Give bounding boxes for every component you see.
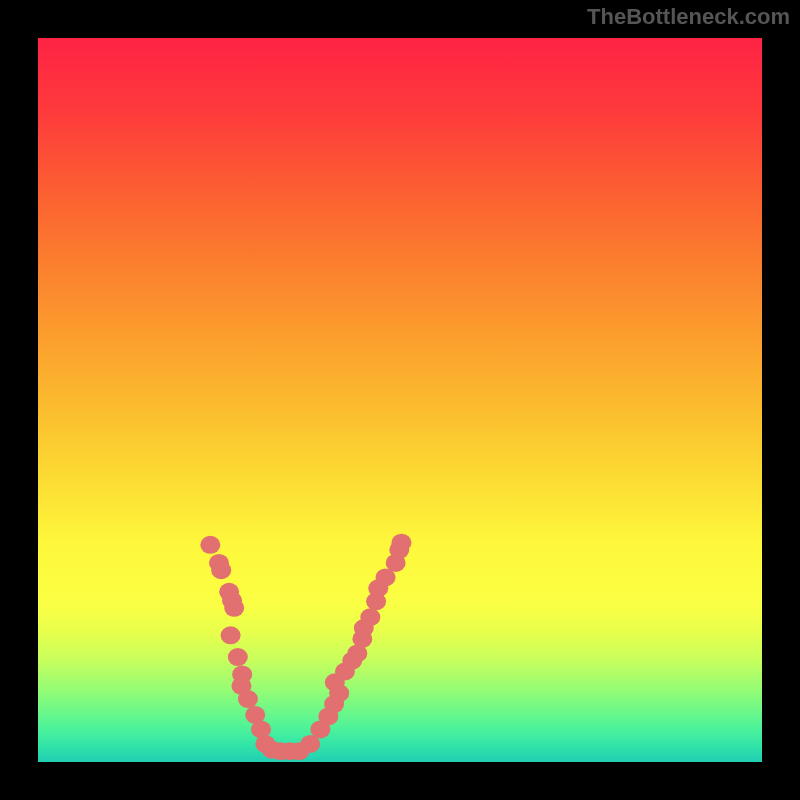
watermark: TheBottleneck.com xyxy=(587,4,790,30)
plot-area xyxy=(38,38,762,762)
marker xyxy=(391,534,411,552)
marker xyxy=(200,536,220,554)
marker xyxy=(211,561,231,579)
marker xyxy=(228,648,248,666)
bottleneck-chart xyxy=(0,0,800,800)
marker xyxy=(224,599,244,617)
marker xyxy=(221,626,241,644)
marker xyxy=(360,608,380,626)
marker xyxy=(238,690,258,708)
